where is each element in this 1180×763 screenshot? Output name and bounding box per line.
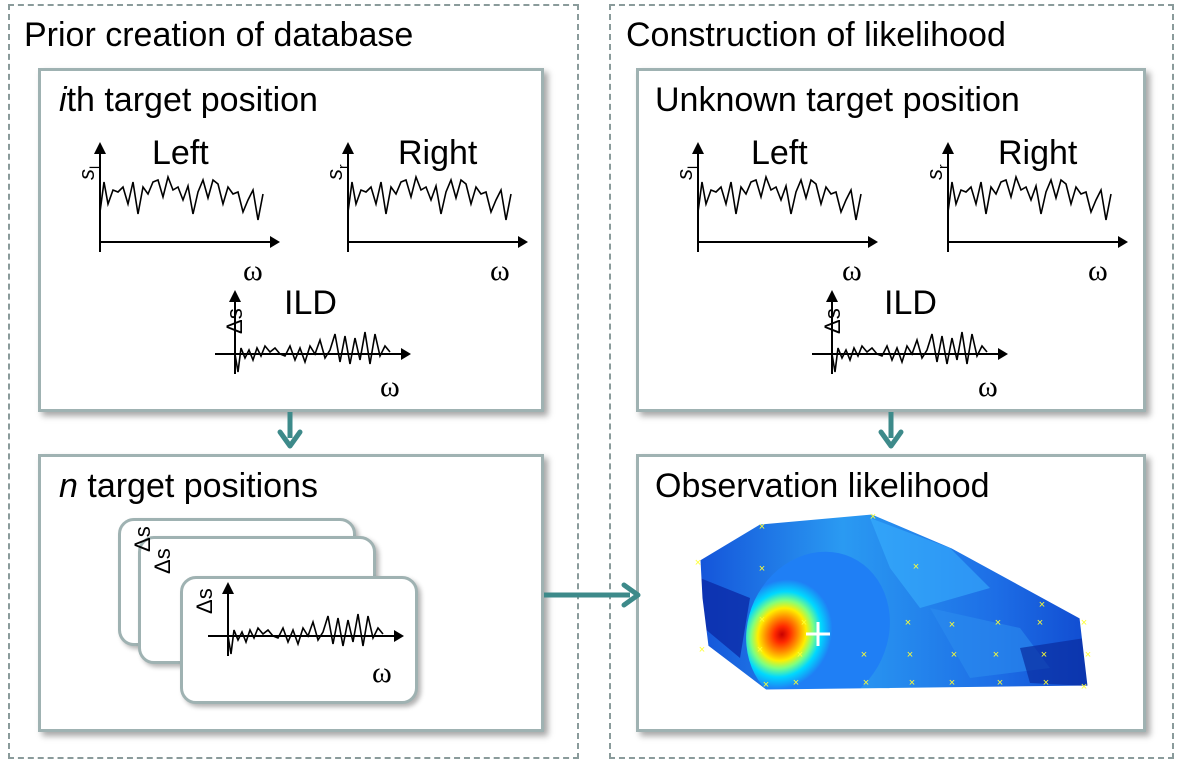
unknown-right-spectrum-plot <box>942 142 1128 252</box>
unknown-left-label: Left <box>751 134 808 172</box>
svg-text:×: × <box>951 649 957 661</box>
svg-text:×: × <box>861 649 867 661</box>
unknown-omega-label-ild: ω <box>978 370 998 403</box>
svg-text:×: × <box>905 617 911 629</box>
svg-text:×: × <box>909 677 915 689</box>
observation-likelihood-title: Observation likelihood <box>655 467 990 505</box>
svg-text:×: × <box>1041 649 1047 661</box>
sl-axis-label: sl <box>74 165 103 180</box>
unknown-ild-label: ILD <box>884 284 937 322</box>
prior-database-group <box>8 4 579 759</box>
svg-text:×: × <box>1085 649 1091 661</box>
svg-text:×: × <box>863 677 869 689</box>
svg-text:×: × <box>1081 681 1087 693</box>
svg-text:×: × <box>1043 677 1049 689</box>
card-omega-label: ω <box>372 656 392 689</box>
omega-label-left: ω <box>243 254 263 287</box>
svg-text:×: × <box>1081 617 1087 629</box>
svg-text:×: × <box>759 614 765 626</box>
database-to-likelihood-arrow <box>544 582 641 608</box>
unknown-left-spectrum-plot <box>692 142 878 252</box>
unknown-right-label: Right <box>998 134 1078 172</box>
svg-text:×: × <box>759 521 765 533</box>
unknown-omega-label-left: ω <box>842 254 862 287</box>
svg-text:×: × <box>949 619 955 631</box>
card-ild-plot <box>208 582 404 656</box>
unknown-sr-axis-label: sr <box>922 164 951 180</box>
likelihood-title: Construction of likelihood <box>626 16 1006 54</box>
estimated-position-crosshair <box>806 622 830 646</box>
omega-label-ild: ω <box>380 370 400 403</box>
svg-text:×: × <box>1039 599 1045 611</box>
svg-text:×: × <box>997 677 1003 689</box>
svg-text:×: × <box>907 649 913 661</box>
svg-text:×: × <box>763 679 769 691</box>
ild-label: ILD <box>284 284 337 322</box>
prior-database-title: Prior creation of database <box>24 16 414 54</box>
sr-axis-label: sr <box>322 164 351 180</box>
likelihood-group <box>609 4 1174 759</box>
unknown-ild-plot <box>812 290 1008 374</box>
down-arrow-right <box>878 412 904 449</box>
left-label: Left <box>152 134 209 172</box>
ild-plot <box>215 290 411 374</box>
unknown-omega-label-right: ω <box>1088 254 1108 287</box>
svg-text:×: × <box>695 557 701 569</box>
right-spectrum-plot <box>342 142 528 252</box>
svg-text:×: × <box>993 649 999 661</box>
ith-target-title: ith target position <box>59 81 318 119</box>
svg-text:×: × <box>801 617 807 629</box>
down-arrow-left <box>277 412 303 449</box>
unknown-target-title: Unknown target position <box>655 81 1020 119</box>
svg-text:×: × <box>870 511 876 523</box>
card-middle-delta-s-label: Δs <box>150 548 175 574</box>
left-spectrum-plot <box>94 142 280 252</box>
svg-text:×: × <box>797 649 803 661</box>
svg-text:×: × <box>759 563 765 575</box>
delta-s-axis-label: Δs <box>222 308 247 334</box>
svg-text:×: × <box>913 561 919 573</box>
svg-text:×: × <box>949 677 955 689</box>
n-targets-title: n target positions <box>59 467 318 505</box>
unknown-sl-axis-label: sl <box>672 165 701 180</box>
omega-label-right: ω <box>490 254 510 287</box>
likelihood-heatmap: × × × × × × × × × × × × × × × × × × × × × × × × × × × × × × <box>695 511 1091 693</box>
svg-text:×: × <box>995 617 1001 629</box>
svg-text:×: × <box>793 677 799 689</box>
unknown-delta-s-axis-label: Δs <box>820 308 845 334</box>
right-label: Right <box>398 134 478 172</box>
svg-text:×: × <box>757 644 763 656</box>
svg-text:×: × <box>699 644 705 656</box>
svg-text:×: × <box>1037 617 1043 629</box>
